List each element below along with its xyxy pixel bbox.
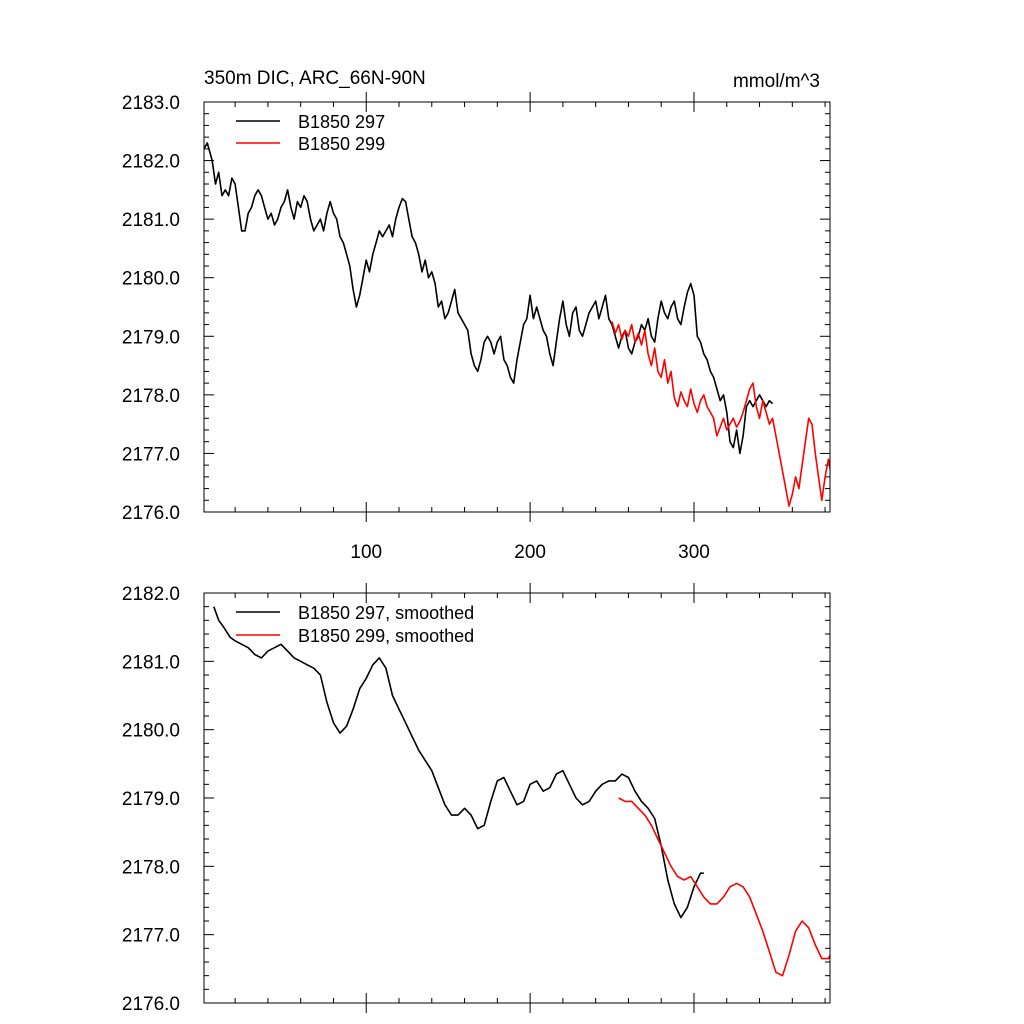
top-plot-frame bbox=[203, 101, 831, 513]
top-units: mmol/m^3 bbox=[733, 71, 820, 92]
top-y-tick-label: 2181.0 bbox=[122, 210, 180, 231]
bottom-series-lines bbox=[213, 606, 830, 977]
top-y-tick-label: 2182.0 bbox=[122, 152, 180, 173]
bottom-y-tick-label: 2178.0 bbox=[122, 857, 180, 878]
legend-label-b1850-299-smoothed: B1850 299, smoothed bbox=[298, 626, 474, 646]
top-x-tick-label: 100 bbox=[350, 542, 382, 563]
top-y-tick-label: 2180.0 bbox=[122, 269, 180, 290]
bottom-axis-ticks: 2176.0 2177.0 2178.0 2179.0 2180.0 2181.0 2182… bbox=[122, 583, 830, 1015]
top-y-tick-label: 2179.0 bbox=[122, 327, 180, 348]
bottom-series-line-b1850-297-smoothed bbox=[213, 606, 704, 919]
bottom-panel: 2176.0 2177.0 2178.0 2179.0 2180.0 2181.0 2182… bbox=[122, 583, 831, 1015]
top-panel: 350m DIC, ARC_66N-90N mmol/m^3 2176.0217… bbox=[122, 68, 831, 563]
bottom-series-line-b1850-299-smoothed bbox=[618, 797, 830, 977]
top-series-line-b1850-297 bbox=[204, 142, 774, 455]
legend-label-b1850-299: B1850 299 bbox=[298, 134, 385, 154]
bottom-plot-frame bbox=[203, 592, 831, 1004]
bottom-y-tick-label: 2179.0 bbox=[122, 789, 180, 810]
top-series-line-b1850-299 bbox=[611, 321, 830, 507]
bottom-y-tick-label: 2176.0 bbox=[122, 994, 180, 1015]
legend-label-b1850-297: B1850 297 bbox=[298, 112, 385, 132]
top-y-tick-label: 2178.0 bbox=[122, 386, 180, 407]
top-x-tick-label: 200 bbox=[514, 542, 546, 563]
bottom-y-tick-label: 2177.0 bbox=[122, 926, 180, 947]
bottom-legend: B1850 297, smoothed B1850 299, smoothed bbox=[236, 603, 474, 646]
top-y-tick-label: 2183.0 bbox=[122, 93, 180, 114]
top-y-tick-label: 2176.0 bbox=[122, 503, 180, 524]
bottom-y-tick-label: 2180.0 bbox=[122, 721, 180, 742]
bottom-y-tick-label: 2182.0 bbox=[122, 584, 180, 605]
bottom-y-tick-label: 2181.0 bbox=[122, 652, 180, 673]
top-y-tick-label: 2177.0 bbox=[122, 444, 180, 465]
top-title: 350m DIC, ARC_66N-90N bbox=[204, 68, 426, 89]
top-series-lines bbox=[204, 142, 830, 507]
top-legend: B1850 297 B1850 299 bbox=[236, 112, 385, 154]
top-x-tick-label: 300 bbox=[678, 542, 710, 563]
legend-label-b1850-297-smoothed: B1850 297, smoothed bbox=[298, 603, 474, 623]
top-axis-ticks: 2176.0 2177.0 2178.0 2179.0 2180.0 2181.0 2182… bbox=[122, 92, 830, 563]
